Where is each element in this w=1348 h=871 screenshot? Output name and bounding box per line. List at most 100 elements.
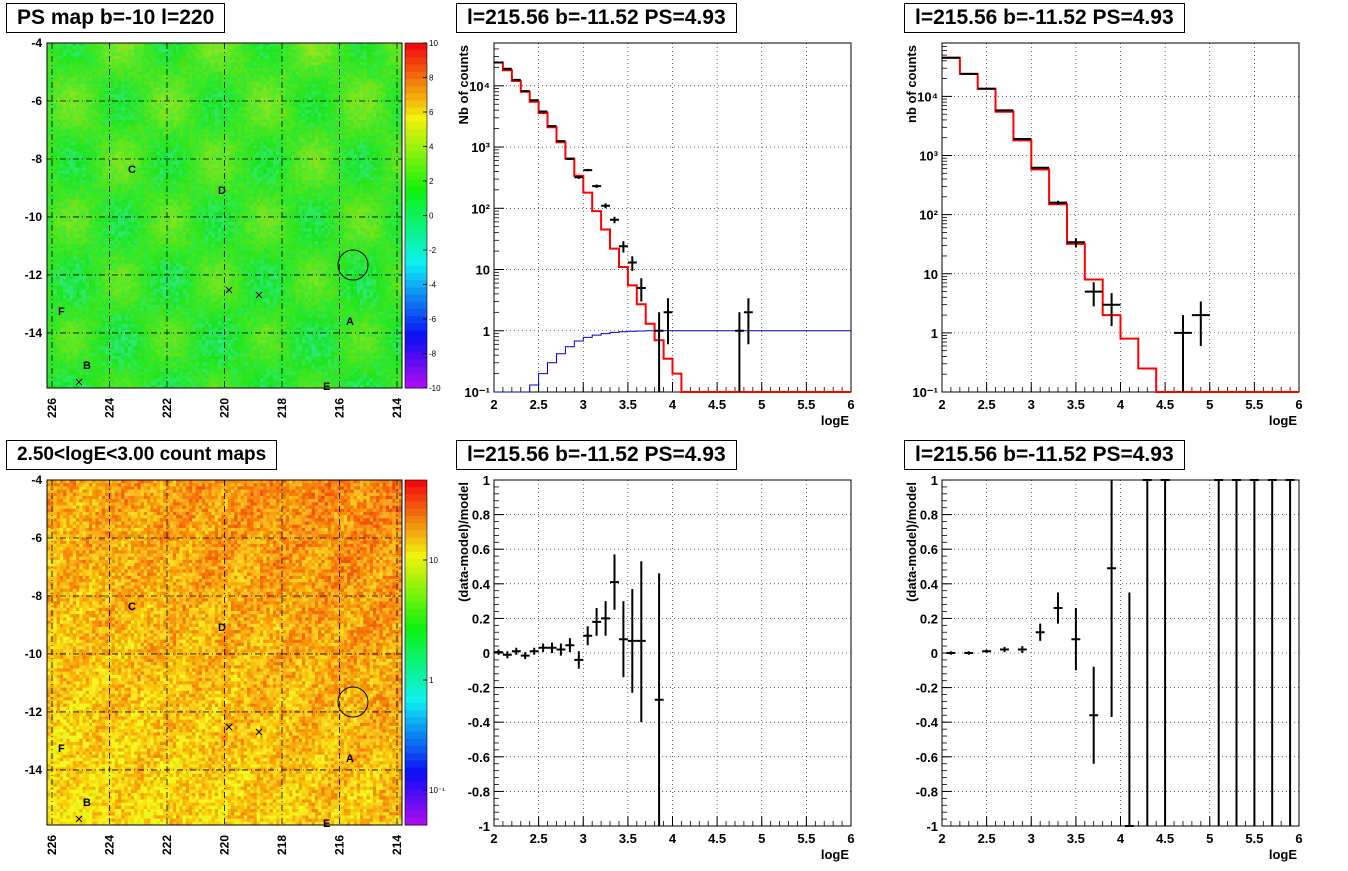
- map-top-y-tick: -14: [25, 326, 43, 340]
- chart-2-y-tick: -0.4: [468, 715, 491, 730]
- map-bottom-pixels: [47, 480, 403, 826]
- chart-1-data-point: [942, 56, 960, 59]
- chart-0-data-point: [636, 278, 646, 302]
- chart-1-x-tick: 2.5: [978, 397, 996, 412]
- chart-0-y-label: Nb of counts: [456, 45, 471, 124]
- map-top-palette: [405, 43, 427, 389]
- map-bottom-x-tick: 226: [45, 835, 59, 855]
- chart-2-x-tick: 3.5: [619, 831, 637, 846]
- chart-2-data-point: [502, 651, 512, 659]
- chart-3-data-point: [1053, 592, 1063, 624]
- chart-2-data-point: [654, 573, 664, 826]
- chart-1-data-point: [1049, 200, 1067, 205]
- chart-2-data-point: [520, 652, 530, 660]
- chart-2-y-tick: 0.6: [472, 542, 490, 557]
- chart-3-y-tick: 0.6: [920, 542, 938, 557]
- map-bottom-source-label: D: [218, 622, 226, 634]
- chart-0: 2 2.5 3 3.5 4 4.5 5 5.5 6 10⁻¹ 1 10 10² 10³ 10⁴ logE Nb …: [456, 42, 855, 428]
- map-top-x-tick: 216: [333, 398, 347, 418]
- chart-3-y-tick: 0: [931, 646, 938, 661]
- chart-2-data-point: [556, 643, 566, 656]
- map-top-y-tick: -6: [31, 94, 42, 108]
- chart-2-data-point: [529, 647, 539, 655]
- chart-0-data-point: [520, 90, 530, 93]
- chart-0-data-point: [601, 203, 610, 209]
- map-top-palette-tick: -8: [429, 350, 437, 359]
- map-bottom-x-tick: 218: [275, 835, 289, 855]
- map-top-source-label: B: [83, 360, 91, 372]
- map-top-x-tick: 226: [45, 398, 59, 418]
- chart-1-y-tick: 10: [924, 267, 938, 282]
- chart-3-data-point: [1035, 623, 1045, 641]
- map-bottom-palette: [405, 480, 427, 826]
- chart-2-y-tick: -0.2: [468, 681, 490, 696]
- map-top-source-label: D: [218, 185, 226, 197]
- chart-0-data-point: [511, 78, 521, 81]
- chart-3-data-point: [1214, 479, 1224, 826]
- chart-3-data-point: [1089, 666, 1099, 764]
- chart-0-y-tick: 1: [483, 324, 490, 339]
- chart-2-x-tick: 5: [758, 831, 765, 846]
- chart-0-y-tick: 10⁴: [469, 79, 490, 94]
- chart-3-y-tick: -1: [926, 819, 938, 834]
- chart-3-data-point: [1267, 479, 1277, 826]
- map-top-palette-tick: -10: [429, 384, 441, 393]
- chart-2-y-tick: 0.2: [472, 611, 490, 626]
- map-top-cross-marker: [75, 378, 83, 386]
- chart-3-y-tick: -0.4: [916, 715, 939, 730]
- chart-1-data-point: [1102, 293, 1121, 327]
- chart-3-data-point: [1142, 479, 1152, 826]
- map-top-source-label: A: [346, 316, 354, 328]
- chart-3-data-point: [1285, 479, 1295, 826]
- chart-0-model-blue-histogram: [494, 330, 851, 393]
- spectrum-left-title: l=215.56 b=-11.52 PS=4.93: [456, 3, 737, 33]
- chart-2-data-point: [511, 647, 521, 655]
- chart-2-x-tick: 2: [490, 831, 497, 846]
- chart-1-data-point: [977, 87, 996, 90]
- chart-0-x-tick: 5: [758, 397, 765, 412]
- chart-1-y-tick: 10⁻¹: [912, 385, 938, 400]
- chart-0-x-tick: 3: [580, 397, 587, 412]
- chart-0-data-point: [502, 67, 512, 70]
- chart-0-x-tick: 3.5: [619, 397, 637, 412]
- chart-1-x-tick: 4.5: [1156, 397, 1174, 412]
- map-top-x-tick: 220: [218, 398, 232, 418]
- map-top-palette-tick: -6: [429, 315, 437, 324]
- chart-1-y-tick: 10³: [919, 149, 938, 164]
- chart-0-data-point: [610, 216, 619, 224]
- chart-3-x-tick: 3: [1028, 831, 1035, 846]
- chart-0-data-point: [735, 312, 744, 392]
- chart-3-y-label: (data-model)/model: [904, 482, 919, 602]
- chart-1-data-point: [995, 109, 1014, 112]
- map-bottom-y-tick: -4: [31, 473, 42, 487]
- chart-1-data-point: [1084, 282, 1103, 307]
- chart-2-x-tick: 6: [847, 831, 854, 846]
- map-bottom-palette-tick: 10⁻¹: [429, 786, 445, 795]
- chart-3-data-point: [946, 651, 956, 655]
- chart-1-data-point: [1191, 301, 1210, 346]
- map-bottom-palette-tick: 1: [429, 676, 434, 685]
- chart-3-data-point: [964, 651, 974, 655]
- chart-1-y-tick: 1: [931, 326, 938, 341]
- chart-0-data-point: [574, 175, 584, 179]
- map-top-source-label: F: [58, 306, 65, 318]
- chart-0-x-tick: 4.5: [708, 397, 726, 412]
- chart-2-data-point: [601, 601, 610, 636]
- map-top-x-tick: 218: [275, 398, 289, 418]
- map-top-x-tick: 224: [103, 398, 117, 418]
- map-top-palette-tick: 0: [429, 212, 434, 221]
- chart-2-x-label: logE: [821, 847, 849, 862]
- map-top-y-tick: -12: [25, 268, 43, 282]
- chart-3-y-tick: 1: [931, 473, 938, 488]
- map-top-palette-tick: 10: [429, 39, 438, 48]
- chart-2-y-tick: -1: [478, 819, 490, 834]
- map-bottom-y-tick: -6: [31, 531, 42, 545]
- map-top-y-tick: -4: [31, 36, 42, 50]
- map-top-y-tick: -8: [31, 152, 42, 166]
- chart-2-data-point: [619, 601, 628, 678]
- map-top-x-tick: 214: [390, 398, 404, 418]
- map-top-ps-circle: [337, 249, 369, 281]
- chart-2-y-tick: 0: [483, 646, 490, 661]
- map-top-palette-tick: -2: [429, 246, 437, 255]
